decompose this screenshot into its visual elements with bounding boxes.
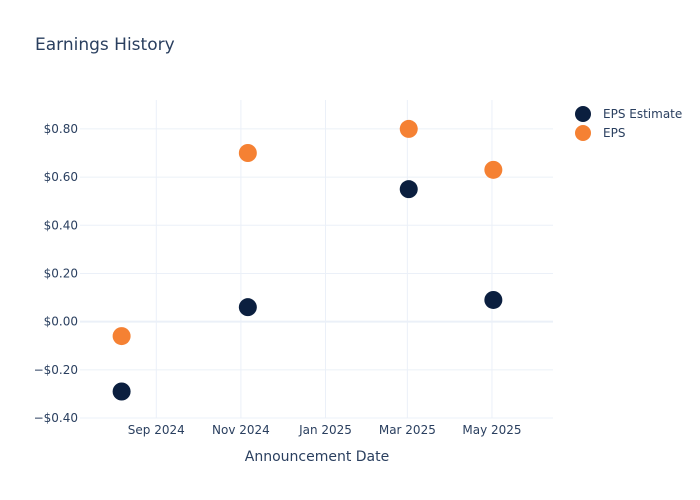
legend-marker [575, 106, 591, 122]
y-tick-label: $0.80 [44, 122, 78, 136]
x-tick-label: Mar 2025 [379, 423, 436, 437]
eps-point[interactable] [484, 160, 503, 179]
points-layer [112, 119, 503, 401]
x-axis-label: Announcement Date [245, 449, 389, 465]
x-tick-label: Sep 2024 [128, 423, 185, 437]
x-tick-label: May 2025 [462, 423, 521, 437]
eps-point[interactable] [399, 119, 418, 138]
y-tick-label: $0.40 [44, 218, 78, 232]
x-tick-label: Jan 2025 [298, 423, 352, 437]
legend-item-eps[interactable]: EPS [575, 125, 625, 141]
legend-label: EPS Estimate [603, 107, 682, 121]
legend-marker [575, 125, 591, 141]
y-tick-label: −$0.20 [34, 363, 78, 377]
eps-point[interactable] [238, 144, 257, 162]
tick-layer: Sep 2024 Nov 2024 Jan 2025 Mar 2025 May 2025… [34, 122, 522, 437]
x-tick-label: Nov 2024 [212, 423, 270, 437]
y-tick-label: $0.20 [44, 266, 78, 280]
eps-point[interactable] [112, 327, 131, 346]
eps-estimate-point[interactable] [399, 180, 418, 199]
legend-label: EPS [603, 126, 625, 140]
y-tick-label: −$0.40 [34, 411, 78, 425]
y-tick-label: $0.60 [44, 170, 78, 184]
eps-estimate-point[interactable] [112, 382, 131, 401]
y-tick-label: $0.00 [44, 315, 78, 329]
eps-estimate-point[interactable] [484, 290, 503, 309]
legend[interactable]: EPS Estimate EPS [575, 106, 682, 141]
eps-estimate-point[interactable] [238, 298, 257, 317]
legend-item-eps-estimate[interactable]: EPS Estimate [575, 106, 682, 122]
chart-title: Earnings History [35, 35, 175, 55]
grid-layer [80, 100, 553, 419]
